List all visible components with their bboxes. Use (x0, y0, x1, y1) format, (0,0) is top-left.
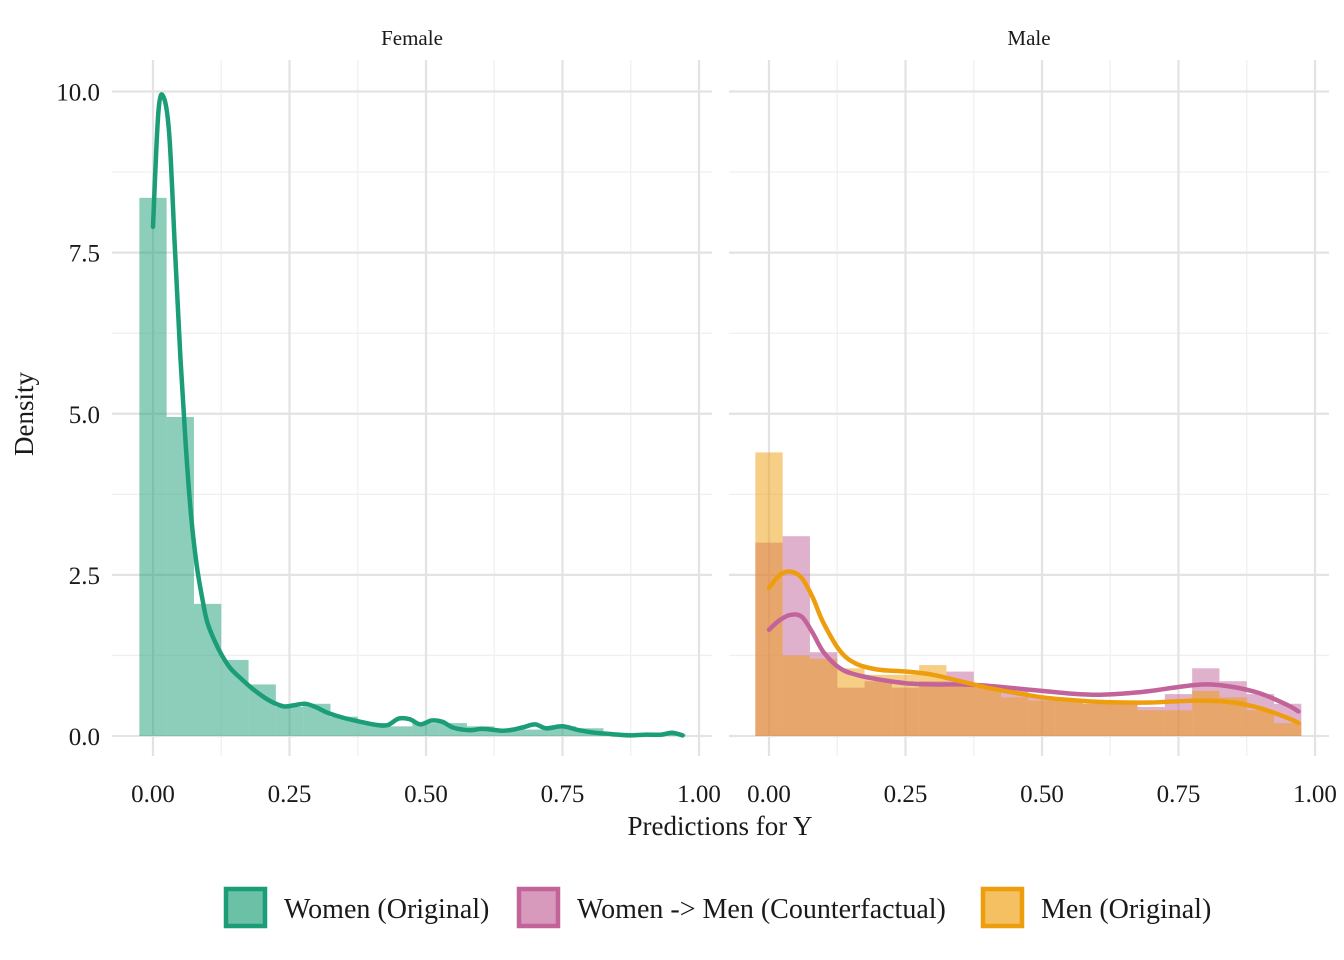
histogram-bar-men (1164, 710, 1193, 736)
y-axis: 0.0 2.5 5.0 7.5 10.0 (56, 80, 100, 752)
x-tick-label: 0.50 (404, 781, 448, 808)
panel-strip-title: Female (381, 26, 443, 50)
x-tick-label: 0.75 (541, 781, 585, 808)
legend: Women (Original) Women -> Men (Counterfac… (223, 886, 1211, 929)
legend-key-cf (516, 886, 561, 929)
histogram-bar-men (1137, 710, 1165, 736)
histogram-bar-women (466, 726, 495, 736)
x-tick-label: 0.00 (747, 781, 791, 808)
x-tick-label: 0.25 (268, 781, 312, 808)
histogram-bar-men (1055, 700, 1083, 736)
histogram-bar-women (248, 684, 276, 736)
histogram-bar-women (521, 729, 549, 736)
histogram-bar-men (946, 684, 974, 736)
x-tick-label: 0.25 (884, 781, 928, 808)
histogram-bar-women (385, 726, 413, 736)
histogram-bar-men (1001, 697, 1029, 736)
x-axis-title: Predictions for Y (628, 811, 813, 841)
histogram-bar-men (1246, 710, 1275, 736)
panel-female: Female 0.00 0.25 0.50 0.75 1.00 (112, 26, 721, 808)
histogram-bar-men (973, 684, 1002, 736)
histogram-bar-men (1028, 700, 1056, 736)
legend-label-men: Men (Original) (1041, 894, 1211, 925)
histogram-bar-men (782, 655, 810, 736)
y-tick-label: 10.0 (56, 80, 100, 107)
histogram-bar-men (864, 674, 892, 736)
y-tick-label: 5.0 (69, 402, 100, 429)
histogram-bar-men (755, 452, 783, 736)
density-curve-men (766, 569, 1301, 726)
x-tick-label: 0.00 (131, 781, 175, 808)
histogram-bar-men (1274, 723, 1302, 736)
histogram-bar-women (166, 416, 194, 736)
x-tick-label: 0.75 (1157, 781, 1201, 808)
legend-key-men (980, 886, 1025, 929)
x-tick-label: 1.00 (677, 781, 721, 808)
panel-male: Male 0.00 0.25 0.50 0.75 1.00 (729, 26, 1337, 808)
y-tick-label: 7.5 (69, 241, 100, 268)
histogram-bar-men (837, 668, 865, 736)
y-tick-label: 0.0 (69, 724, 100, 751)
legend-key-women (223, 886, 268, 929)
histogram-bar-men (1082, 703, 1111, 736)
histogram-bar-men (1192, 690, 1220, 736)
histogram-bar-men (1110, 703, 1138, 736)
histogram-bar-women (494, 729, 522, 736)
histogram-bar-women (548, 726, 577, 736)
y-tick-label: 2.5 (69, 563, 100, 590)
histogram-bar-women (275, 706, 304, 736)
histogram-bar-women (139, 197, 167, 736)
panel-strip-title: Male (1007, 26, 1050, 50)
histogram-bar-men (809, 658, 838, 736)
legend-label-women: Women (Original) (284, 894, 489, 925)
density-curve-women (150, 92, 685, 738)
legend-label-cf: Women -> Men (Counterfactual) (577, 894, 946, 925)
y-axis-title: Density (9, 372, 39, 456)
x-tick-label: 0.50 (1020, 781, 1064, 808)
x-tick-label: 1.00 (1293, 781, 1337, 808)
